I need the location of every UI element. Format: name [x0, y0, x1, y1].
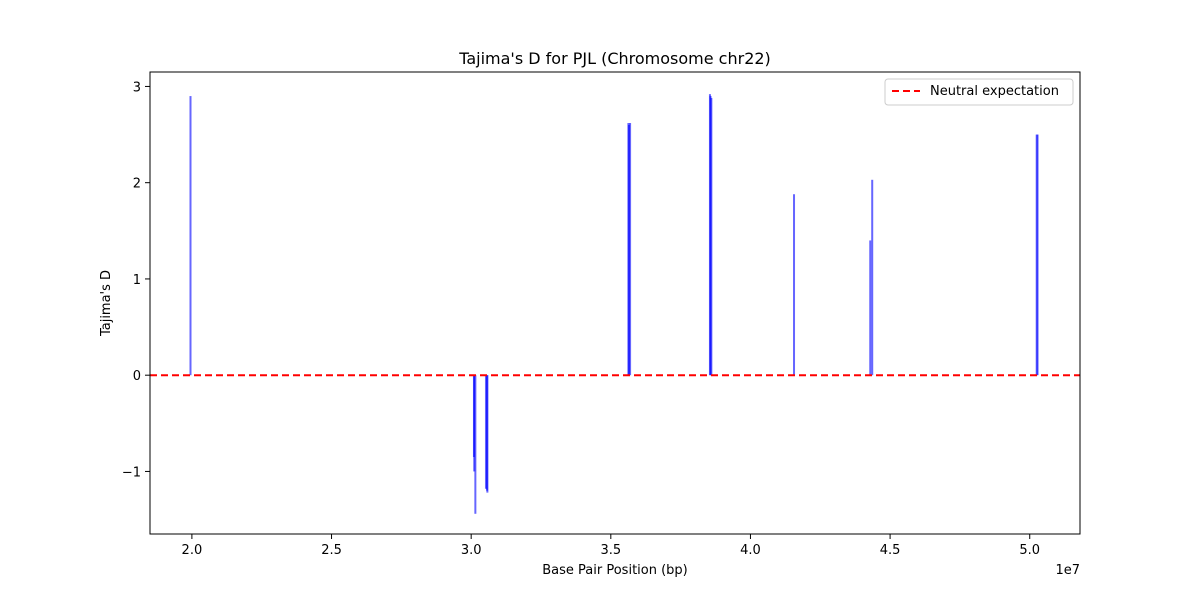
x-tick-label: 5.0	[1019, 543, 1040, 558]
bar	[486, 375, 489, 493]
bar	[629, 123, 632, 376]
plot-area	[150, 72, 1080, 534]
x-tick-label: 4.0	[740, 543, 761, 558]
x-tick-label: 4.5	[880, 543, 901, 558]
y-tick-label: 0	[133, 369, 141, 384]
legend-entry-neutral-expectation: Neutral expectation	[930, 84, 1059, 99]
x-tick-label: 2.0	[182, 543, 203, 558]
y-tick-label: −1	[122, 465, 141, 480]
bar	[869, 240, 872, 376]
bar	[473, 375, 476, 472]
x-axis-label: Base Pair Position (bp)	[542, 563, 688, 578]
y-tick-label: 1	[133, 273, 141, 288]
bar	[474, 375, 477, 514]
y-axis-offset-label: 1e7	[1055, 563, 1080, 578]
bar	[484, 375, 487, 489]
y-tick-label: 2	[133, 177, 141, 192]
bar	[871, 179, 874, 376]
bars-group	[189, 94, 1039, 514]
bar	[710, 97, 713, 376]
plot-frame	[149, 71, 1081, 535]
y-axis-label: Tajima's D	[99, 270, 114, 337]
chart-title: Tajima's D for PJL (Chromosome chr22)	[458, 49, 771, 68]
y-tick-label: 3	[133, 80, 141, 95]
x-tick-label: 2.5	[321, 543, 342, 558]
bar	[1036, 134, 1039, 376]
x-tick-label: 3.0	[461, 543, 482, 558]
legend: Neutral expectation	[884, 78, 1074, 106]
x-tick-label: 3.5	[600, 543, 621, 558]
bar	[189, 96, 192, 376]
x-axis-ticks: 2.0 2.5 3.0 3.5 4.0 4.5 5.0	[182, 534, 1040, 558]
bar	[793, 194, 796, 376]
bar	[627, 124, 630, 376]
legend-box	[884, 78, 1074, 106]
y-axis-ticks: −1 0 1 2 3	[122, 80, 150, 480]
